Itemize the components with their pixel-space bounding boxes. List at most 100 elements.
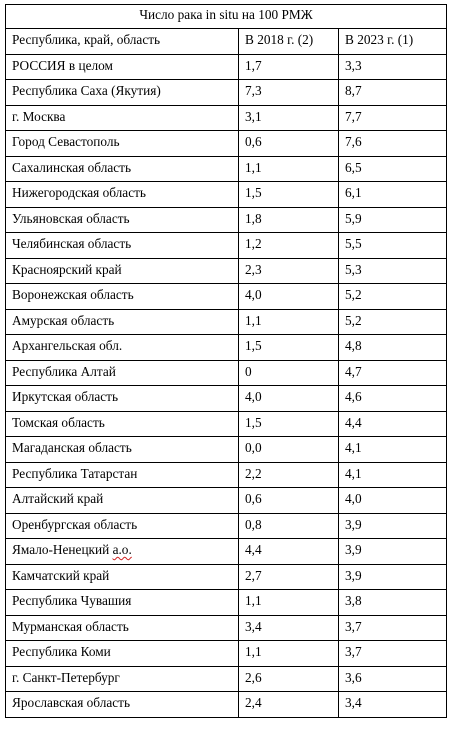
table-row: Ярославская область 2,4 3,4 — [5, 691, 448, 718]
region-cell: Ярославская область — [5, 691, 239, 718]
table-row: Магаданская область 0,0 4,1 — [5, 436, 448, 463]
region-cell: Сахалинская область — [5, 155, 239, 182]
value-2018-cell: 1,2 — [238, 232, 339, 259]
region-cell: г. Москва — [5, 104, 239, 131]
value-2023-cell: 4,1 — [337, 436, 448, 463]
value-2018-cell: 4,0 — [238, 385, 339, 412]
value-2018-cell: 0,8 — [238, 512, 339, 539]
table-row: Сахалинская область 1,1 6,5 — [5, 155, 448, 182]
region-cell: г. Санкт-Петербург — [5, 665, 239, 692]
value-2018-cell: 0,0 — [238, 436, 339, 463]
region-cell: Нижегородская область — [5, 181, 239, 208]
value-2018-cell: 0,6 — [238, 487, 339, 514]
value-2023-cell: 3,9 — [337, 512, 448, 539]
region-cell: Республика Саха (Якутия) — [5, 79, 239, 106]
value-2023-cell: 6,1 — [337, 181, 448, 208]
region-cell: Мурманская область — [5, 614, 239, 641]
region-cell: Республика Алтай — [5, 359, 239, 386]
table-title: Число рака in situ на 100 РМЖ — [4, 4, 448, 29]
region-cell: Амурская область — [5, 308, 239, 335]
value-2023-cell: 3,3 — [337, 53, 448, 80]
region-cell: Челябинская область — [5, 232, 239, 259]
region-cell: Воронежская область — [5, 283, 239, 310]
region-cell: Красноярский край — [5, 257, 239, 284]
region-cell: Алтайский край — [5, 487, 239, 514]
spellcheck-flagged-text: а.о. — [112, 542, 132, 557]
value-2023-cell: 4,8 — [337, 334, 448, 361]
value-2023-cell: 3,9 — [337, 538, 448, 565]
table-row: Амурская область 1,1 5,2 — [5, 308, 448, 335]
value-2023-cell: 5,9 — [337, 206, 448, 233]
value-2018-cell: 2,4 — [238, 691, 339, 718]
region-cell: РОССИЯ в целом — [5, 53, 239, 80]
value-2023-cell: 3,8 — [337, 589, 448, 616]
value-2018-cell: 1,5 — [238, 181, 339, 208]
value-2023-cell: 8,7 — [337, 79, 448, 106]
table-row: Ульяновская область 1,8 5,9 — [5, 206, 448, 233]
table-row: Ямало-Ненецкий а.о. 4,4 3,9 — [5, 538, 448, 565]
value-2023-cell: 5,3 — [337, 257, 448, 284]
value-2018-cell: 3,4 — [238, 614, 339, 641]
value-2018-cell: 1,8 — [238, 206, 339, 233]
value-2018-cell: 1,1 — [238, 640, 339, 667]
table-row: г. Санкт-Петербург 2,6 3,6 — [5, 665, 448, 692]
value-2023-cell: 3,9 — [337, 563, 448, 590]
value-2023-cell: 3,6 — [337, 665, 448, 692]
value-2018-cell: 1,7 — [238, 53, 339, 80]
value-2018-cell: 1,1 — [238, 155, 339, 182]
region-cell: Архангельская обл. — [5, 334, 239, 361]
table-row: Республика Алтай 0 4,7 — [5, 359, 448, 386]
value-2023-cell: 4,1 — [337, 461, 448, 488]
value-2018-cell: 1,5 — [238, 334, 339, 361]
table-row: Республика Чувашия 1,1 3,8 — [5, 589, 448, 616]
table-row: Оренбургская область 0,8 3,9 — [5, 512, 448, 539]
value-2023-cell: 4,4 — [337, 410, 448, 437]
header-region: Республика, край, область — [5, 28, 239, 55]
value-2018-cell: 1,5 — [238, 410, 339, 437]
table-row: Республика Саха (Якутия) 7,3 8,7 — [5, 79, 448, 106]
region-cell: Республика Коми — [5, 640, 239, 667]
value-2023-cell: 3,4 — [337, 691, 448, 718]
value-2023-cell: 3,7 — [337, 614, 448, 641]
table-body: Число рака in situ на 100 РМЖ Республика… — [4, 4, 448, 718]
table-row: Иркутская область 4,0 4,6 — [5, 385, 448, 412]
table-row: Челябинская область 1,2 5,5 — [5, 232, 448, 259]
region-cell: Томская область — [5, 410, 239, 437]
table-row: Республика Коми 1,1 3,7 — [5, 640, 448, 667]
region-cell: Ульяновская область — [5, 206, 239, 233]
table-row: Алтайский край 0,6 4,0 — [5, 487, 448, 514]
region-cell: Республика Татарстан — [5, 461, 239, 488]
value-2023-cell: 4,6 — [337, 385, 448, 412]
header-2023: В 2023 г. (1) — [337, 28, 448, 55]
region-cell: Иркутская область — [5, 385, 239, 412]
table-row: Воронежская область 4,0 5,2 — [5, 283, 448, 310]
value-2023-cell: 3,7 — [337, 640, 448, 667]
value-2018-cell: 2,7 — [238, 563, 339, 590]
value-2023-cell: 7,7 — [337, 104, 448, 131]
table-row: Камчатский край 2,7 3,9 — [5, 563, 448, 590]
value-2023-cell: 6,5 — [337, 155, 448, 182]
value-2018-cell: 2,6 — [238, 665, 339, 692]
value-2023-cell: 4,0 — [337, 487, 448, 514]
region-cell: Ямало-Ненецкий а.о. — [5, 538, 239, 565]
value-2018-cell: 2,3 — [238, 257, 339, 284]
table-row: Томская область 1,5 4,4 — [5, 410, 448, 437]
value-2018-cell: 4,4 — [238, 538, 339, 565]
table-header-row: Республика, край, область В 2018 г. (2) … — [5, 28, 448, 55]
region-name: Ямало-Ненецкий — [12, 542, 113, 557]
value-2018-cell: 0,6 — [238, 130, 339, 157]
table-title-row: Число рака in situ на 100 РМЖ — [4, 4, 448, 29]
data-table: Число рака in situ на 100 РМЖ Республика… — [4, 4, 448, 718]
region-cell: Магаданская область — [5, 436, 239, 463]
table-row: Мурманская область 3,4 3,7 — [5, 614, 448, 641]
region-cell: Республика Чувашия — [5, 589, 239, 616]
table-row: г. Москва 3,1 7,7 — [5, 104, 448, 131]
table-row: Республика Татарстан 2,2 4,1 — [5, 461, 448, 488]
table-row: Нижегородская область 1,5 6,1 — [5, 181, 448, 208]
table-row: Город Севастополь 0,6 7,6 — [5, 130, 448, 157]
value-2018-cell: 1,1 — [238, 308, 339, 335]
header-2018: В 2018 г. (2) — [238, 28, 339, 55]
table-row: Красноярский край 2,3 5,3 — [5, 257, 448, 284]
value-2018-cell: 3,1 — [238, 104, 339, 131]
region-cell: Камчатский край — [5, 563, 239, 590]
